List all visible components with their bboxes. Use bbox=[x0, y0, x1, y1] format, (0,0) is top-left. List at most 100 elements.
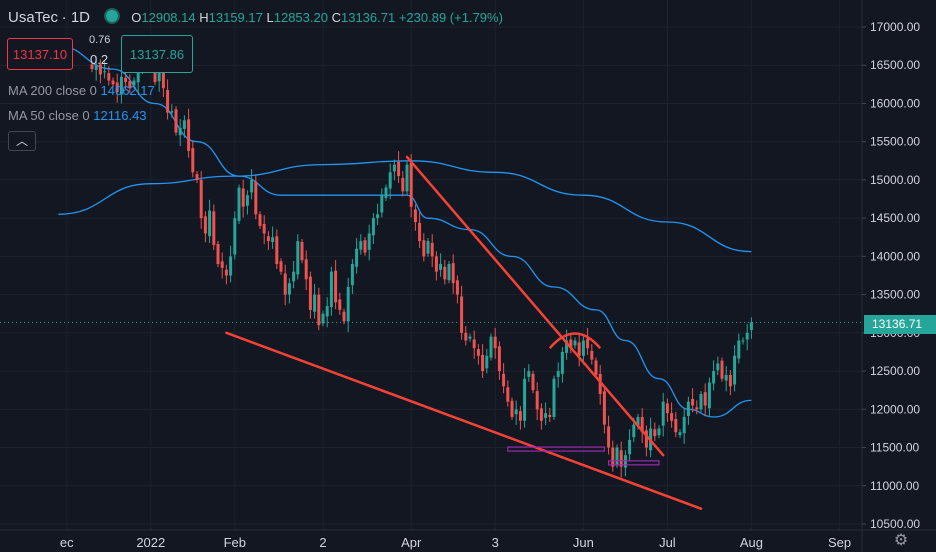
candle bbox=[292, 260, 296, 289]
symbol-legend: UsaTec · 1D O12908.14 H13159.17 L12853.2… bbox=[8, 8, 503, 26]
candle bbox=[103, 60, 107, 79]
candle bbox=[98, 59, 102, 84]
candle-body bbox=[119, 76, 123, 95]
candle bbox=[174, 106, 178, 136]
candle-body bbox=[716, 363, 720, 371]
candle-body bbox=[581, 340, 585, 356]
candle bbox=[304, 250, 308, 291]
candle bbox=[111, 77, 115, 88]
candle-body bbox=[384, 187, 388, 198]
candle-body bbox=[359, 241, 363, 250]
ma200-legend[interactable]: MA 200 close 0 14062.17 bbox=[8, 83, 155, 98]
candle bbox=[212, 204, 216, 250]
candle-body bbox=[476, 349, 480, 356]
candle bbox=[182, 115, 186, 138]
candle-body bbox=[195, 174, 199, 180]
time-axis[interactable]: ec 2022 Feb 2 Apr 3 Jun Jul Aug Sep bbox=[0, 529, 936, 550]
y-tick-label: 11000.00 bbox=[870, 479, 919, 493]
x-tick-label: 3 bbox=[492, 535, 499, 550]
y-tick-label: 12000.00 bbox=[870, 402, 920, 416]
candle bbox=[485, 348, 489, 374]
candle-body bbox=[304, 259, 308, 280]
candle-body bbox=[749, 322, 753, 331]
candle-body bbox=[451, 263, 455, 284]
x-tick-label: 2022 bbox=[136, 535, 165, 550]
candles bbox=[90, 41, 753, 478]
candle bbox=[262, 215, 266, 245]
candle bbox=[187, 108, 191, 158]
candle bbox=[346, 278, 350, 333]
gear-icon[interactable]: ⚙ bbox=[893, 532, 909, 549]
candle bbox=[611, 440, 615, 472]
candle-body bbox=[745, 332, 749, 340]
candle bbox=[497, 341, 501, 380]
candle-body bbox=[216, 243, 220, 265]
candle bbox=[313, 283, 317, 319]
candle bbox=[703, 383, 707, 417]
candle bbox=[388, 163, 392, 200]
candle bbox=[514, 400, 518, 425]
candle bbox=[674, 412, 678, 438]
candle-body bbox=[569, 339, 573, 349]
x-tick-label: ec bbox=[60, 535, 74, 550]
candle-body bbox=[460, 296, 464, 333]
interval-label[interactable]: 1D bbox=[70, 9, 91, 26]
candle bbox=[741, 337, 745, 345]
candle-body bbox=[741, 340, 745, 342]
candle bbox=[350, 259, 354, 294]
candle-body bbox=[418, 222, 422, 242]
x-tick-label: Sep bbox=[828, 535, 851, 550]
ma50-legend[interactable]: MA 50 close 0 12116.43 bbox=[8, 108, 147, 123]
candle bbox=[296, 234, 300, 280]
candle bbox=[439, 253, 443, 277]
candle-body bbox=[287, 283, 291, 295]
candle-body bbox=[191, 148, 195, 173]
candle bbox=[481, 344, 485, 378]
candle bbox=[523, 368, 527, 428]
candle bbox=[720, 357, 724, 382]
candle-body bbox=[573, 340, 577, 346]
close-value: 13136.71 bbox=[340, 10, 396, 25]
y-tick-label: 17000.00 bbox=[870, 20, 920, 34]
y-tick-label: 11500.00 bbox=[870, 441, 919, 455]
candle-body bbox=[124, 77, 128, 83]
candle-body bbox=[350, 264, 354, 286]
candle-body bbox=[338, 299, 342, 310]
buy-button[interactable]: 13137.86 bbox=[121, 35, 193, 73]
candle-body bbox=[317, 294, 321, 326]
candle bbox=[166, 79, 170, 120]
candle-body bbox=[166, 90, 170, 113]
price-axis[interactable]: 17000.00 16500.00 16000.00 15500.00 15000.00… bbox=[861, 0, 920, 552]
candle-body bbox=[447, 264, 451, 281]
candle bbox=[422, 233, 426, 262]
candle bbox=[552, 375, 556, 421]
drawings[interactable] bbox=[225, 155, 703, 510]
candle bbox=[699, 390, 703, 413]
y-tick-label: 14500.00 bbox=[870, 211, 920, 225]
candle-body bbox=[510, 400, 514, 417]
candle-body bbox=[132, 80, 136, 86]
candle-body bbox=[325, 306, 329, 317]
arc-top bbox=[548, 332, 602, 349]
candle bbox=[321, 310, 325, 327]
candle bbox=[203, 211, 207, 243]
candle-body bbox=[468, 336, 472, 339]
sell-button[interactable]: 13137.10 bbox=[7, 38, 73, 70]
open-value: 12908.14 bbox=[141, 10, 196, 25]
candle-body bbox=[699, 394, 703, 410]
candle bbox=[409, 154, 413, 218]
candle-body bbox=[355, 248, 359, 267]
candle-body bbox=[628, 439, 632, 455]
candle bbox=[90, 61, 94, 73]
candle-body bbox=[313, 294, 317, 312]
candle bbox=[548, 408, 552, 422]
candle bbox=[434, 251, 438, 281]
chevron-up-icon[interactable]: ︿ bbox=[8, 131, 36, 151]
candle bbox=[258, 211, 262, 229]
candle-body bbox=[527, 371, 531, 377]
symbol-name[interactable]: UsaTec bbox=[8, 9, 59, 26]
candle-body bbox=[157, 72, 161, 82]
interval-separator: · bbox=[61, 9, 71, 26]
candle-body bbox=[598, 373, 602, 395]
